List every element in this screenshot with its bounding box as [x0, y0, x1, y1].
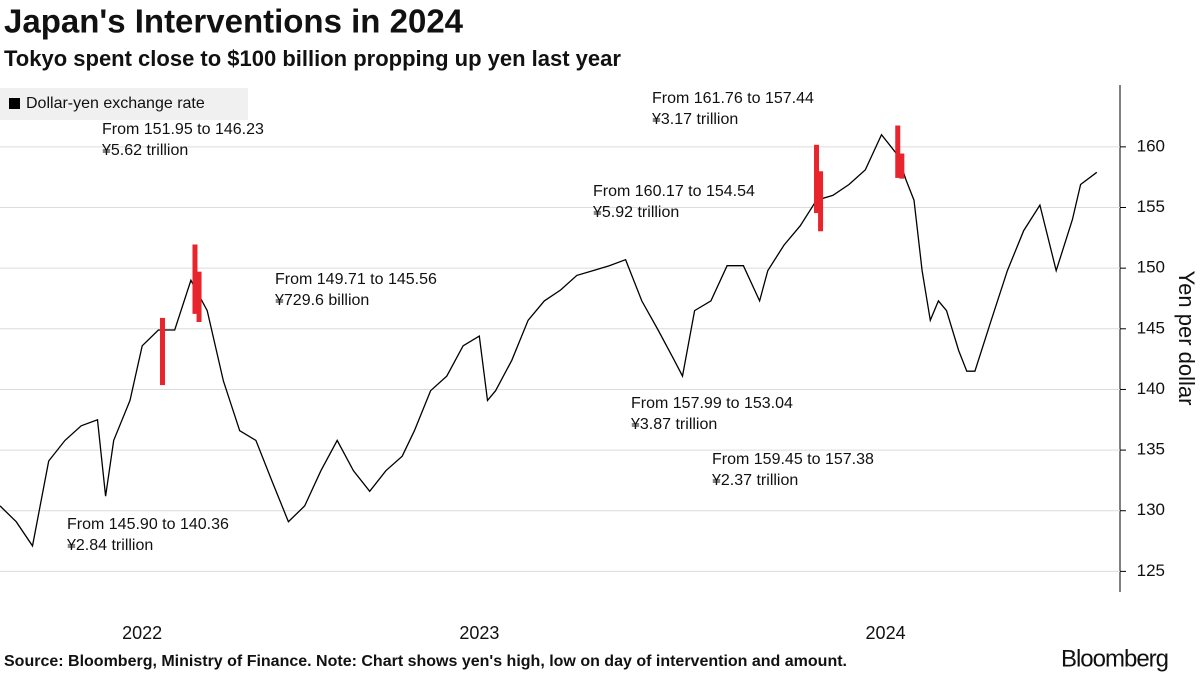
annotation: From 161.76 to 157.44	[652, 90, 814, 107]
intervention-bar	[895, 125, 901, 178]
annotation-amount: ¥3.17 trillion	[651, 111, 738, 128]
intervention-bar	[899, 153, 905, 179]
annotation-amount: ¥2.84 trillion	[66, 537, 153, 554]
y-tick-label: 140	[1137, 379, 1165, 398]
intervention-bar	[196, 271, 202, 323]
chart-title: Japan's Interventions in 2024	[4, 3, 464, 40]
y-tick-label: 160	[1137, 136, 1165, 155]
annotation-amount: ¥2.37 trillion	[711, 472, 798, 489]
annotation: From 145.90 to 140.36	[67, 516, 229, 533]
legend-swatch	[9, 98, 20, 109]
annotation: From 151.95 to 146.23	[102, 121, 264, 138]
logo: Bloomberg	[1061, 645, 1168, 672]
y-tick-label: 125	[1137, 561, 1165, 580]
annotation: From 157.99 to 153.04	[631, 395, 793, 412]
intervention-bar	[192, 244, 198, 314]
x-tick-label: 2024	[866, 623, 906, 643]
annotation: From 160.17 to 154.54	[593, 183, 755, 200]
y-tick-label: 130	[1137, 500, 1165, 519]
x-tick-label: 2023	[459, 623, 499, 643]
annotation: From 149.71 to 145.56	[275, 271, 437, 288]
annotation-amount: ¥3.87 trillion	[630, 416, 717, 433]
annotation-amount: ¥729.6 billion	[274, 292, 369, 309]
annotation-amount: ¥5.62 trillion	[101, 142, 188, 159]
annotation-amount: ¥5.92 trillion	[592, 204, 679, 221]
y-tick-label: 150	[1137, 258, 1165, 277]
source-note: Source: Bloomberg, Ministry of Finance. …	[4, 653, 847, 670]
chart-subtitle: Tokyo spent close to $100 billion proppi…	[4, 46, 621, 71]
y-tick-label: 155	[1137, 197, 1165, 216]
y-tick-label: 135	[1137, 440, 1165, 459]
annotation: From 159.45 to 157.38	[712, 451, 874, 468]
price-line	[0, 133, 1098, 548]
intervention-bar	[818, 171, 824, 232]
y-tick-label: 145	[1137, 318, 1165, 337]
legend-label: Dollar-yen exchange rate	[26, 95, 205, 112]
intervention-bar	[814, 144, 820, 214]
x-tick-label: 2022	[122, 623, 162, 643]
legend-box	[0, 88, 248, 120]
y-axis-title: Yen per dollar	[1174, 271, 1199, 406]
intervention-bar	[159, 317, 165, 386]
